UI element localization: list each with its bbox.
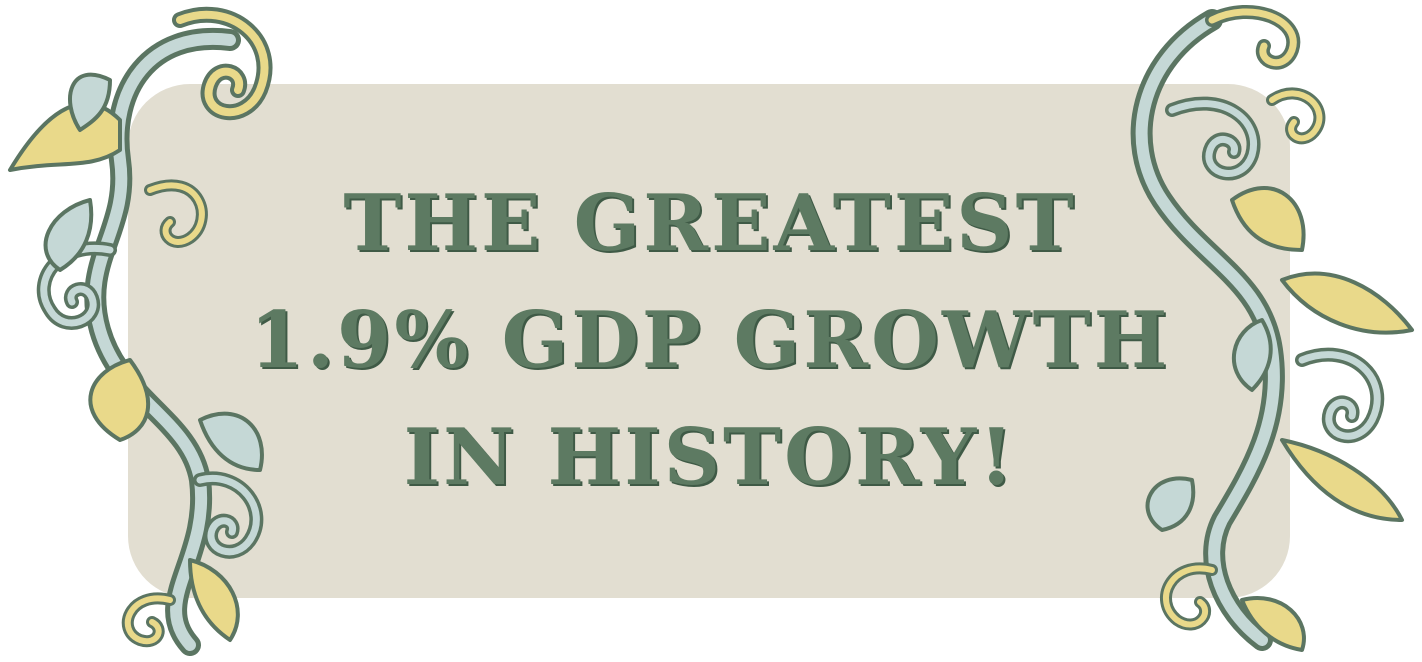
banner-plaque bbox=[128, 84, 1290, 598]
banner-headline: THE GREATEST 1.9% GDP GROWTH IN HISTORY! bbox=[230, 165, 1190, 516]
right-scroll-ornament-icon bbox=[1130, 5, 1414, 652]
headline-line-2: 1.9% GDP GROWTH bbox=[249, 295, 1171, 386]
headline-line-3: IN HISTORY! bbox=[403, 412, 1017, 503]
headline-line-1: THE GREATEST bbox=[343, 178, 1077, 269]
left-scroll-ornament-icon bbox=[8, 6, 273, 656]
